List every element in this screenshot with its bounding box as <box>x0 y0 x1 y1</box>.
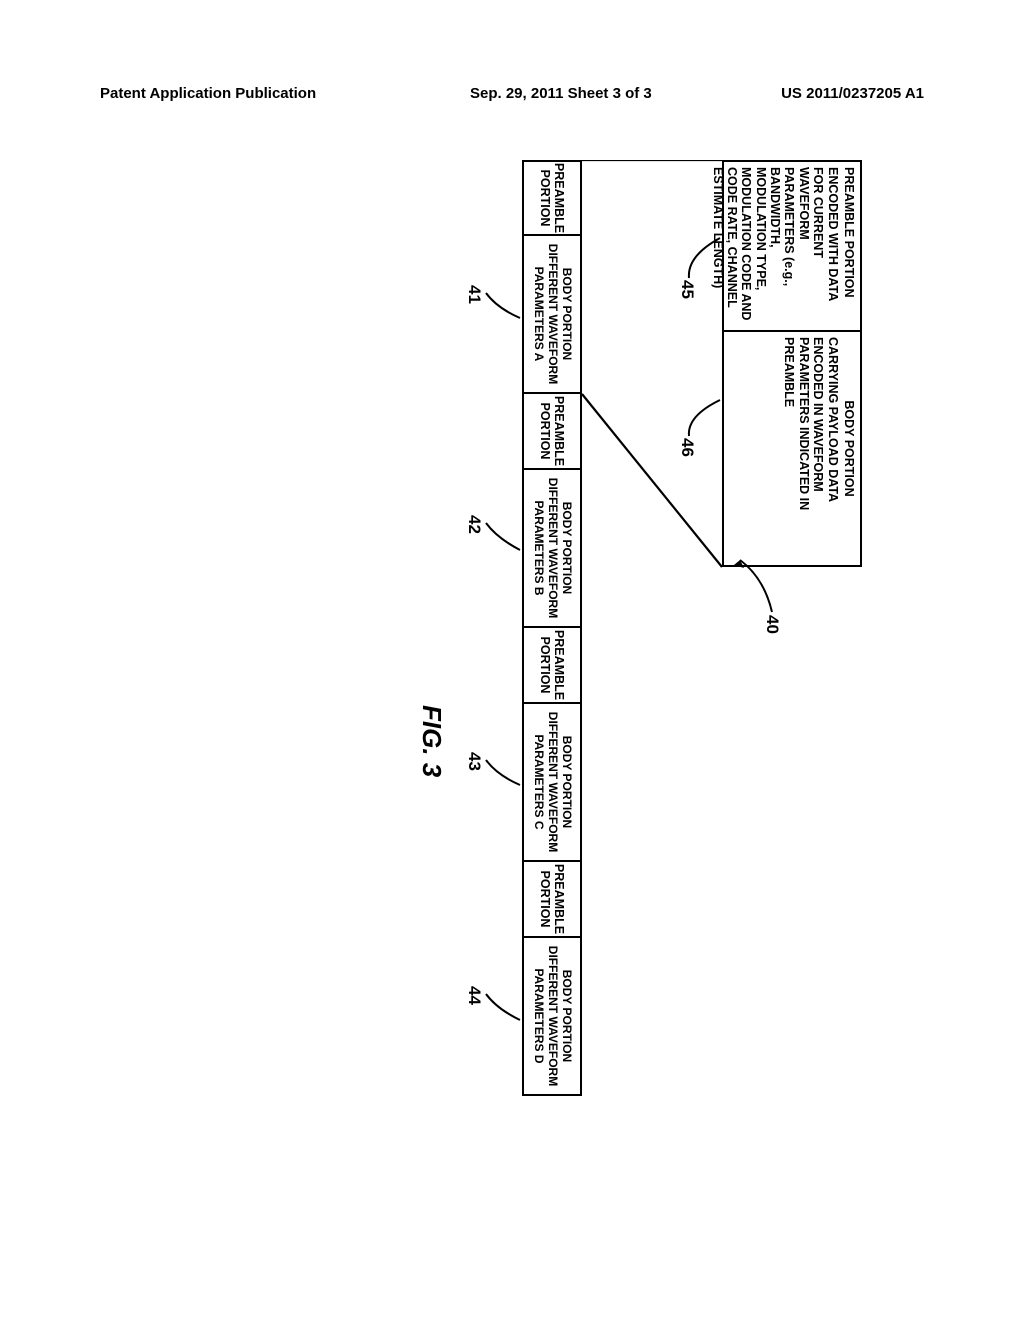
header-right: US 2011/0237205 A1 <box>781 85 924 102</box>
ref-45: 45 <box>677 280 697 299</box>
header-left: Patent Application Publication <box>100 85 316 102</box>
ref-41: 41 <box>464 285 484 304</box>
ref-46: 46 <box>677 438 697 457</box>
ref-42: 42 <box>464 515 484 534</box>
figure-3-diagram: PREAMBLE PORTION ENCODED WITH DATA FOR C… <box>132 160 892 1160</box>
packet-2-preamble: PREAMBLE PORTION <box>522 628 582 704</box>
packet-0-body: BODY PORTION DIFFERENT WAVEFORM PARAMETE… <box>522 236 582 394</box>
packet-1-preamble: PREAMBLE PORTION <box>522 394 582 470</box>
detail-body-title: BODY PORTION <box>842 337 856 560</box>
figure-label: FIG. 3 <box>416 705 447 777</box>
packet-1-body: BODY PORTION DIFFERENT WAVEFORM PARAMETE… <box>522 470 582 628</box>
packet-0: PREAMBLE PORTION BODY PORTION DIFFERENT … <box>522 160 582 394</box>
detail-preamble-title: PREAMBLE PORTION <box>842 167 856 325</box>
detail-packet: PREAMBLE PORTION ENCODED WITH DATA FOR C… <box>722 160 862 567</box>
packet-3: PREAMBLE PORTION BODY PORTION DIFFERENT … <box>522 862 582 1096</box>
packet-3-body: BODY PORTION DIFFERENT WAVEFORM PARAMETE… <box>522 938 582 1096</box>
detail-preamble-text: ENCODED WITH DATA FOR CURRENT WAVEFORM P… <box>711 167 840 320</box>
packet-0-preamble: PREAMBLE PORTION <box>522 160 582 236</box>
packet-sequence: PREAMBLE PORTION BODY PORTION DIFFERENT … <box>522 160 582 1096</box>
packet-1: PREAMBLE PORTION BODY PORTION DIFFERENT … <box>522 394 582 628</box>
packet-2-body: BODY PORTION DIFFERENT WAVEFORM PARAMETE… <box>522 704 582 862</box>
ref-43: 43 <box>464 752 484 771</box>
patent-page: Patent Application Publication Sep. 29, … <box>0 0 1024 1320</box>
packet-2: PREAMBLE PORTION BODY PORTION DIFFERENT … <box>522 628 582 862</box>
detail-preamble-box: PREAMBLE PORTION ENCODED WITH DATA FOR C… <box>722 160 862 332</box>
ref-40: 40 <box>762 615 782 634</box>
header-center: Sep. 29, 2011 Sheet 3 of 3 <box>470 85 652 102</box>
ref-44: 44 <box>464 986 484 1005</box>
detail-body-text: CARRYING PAYLOAD DATA ENCODED IN WAVEFOR… <box>783 337 840 510</box>
detail-body-box: BODY PORTION CARRYING PAYLOAD DATA ENCOD… <box>722 332 862 567</box>
packet-3-preamble: PREAMBLE PORTION <box>522 862 582 938</box>
page-header: Patent Application Publication Sep. 29, … <box>100 85 924 102</box>
